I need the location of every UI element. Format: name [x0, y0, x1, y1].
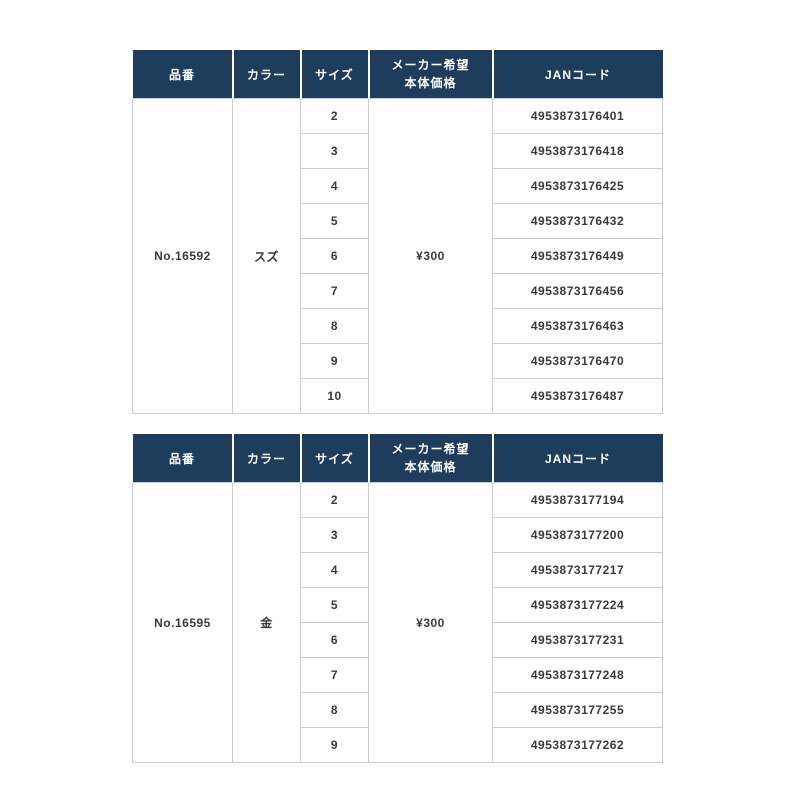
size-cell: 2 — [300, 98, 369, 134]
header-color: カラー — [231, 434, 301, 483]
jan-code-cell: 4953873176401 — [492, 98, 663, 134]
table-row: 6 4953873176449 — [133, 238, 663, 274]
jan-code-cell: 4953873177255 — [492, 692, 663, 728]
jan-code-cell: 4953873176418 — [492, 133, 663, 169]
price-cell: ¥300 — [368, 98, 493, 414]
jan-code-cell: 4953873177262 — [492, 727, 663, 763]
size-cell: 7 — [300, 273, 369, 309]
product-number-cell: No.16595 — [132, 482, 233, 763]
jan-code-cell: 4953873177217 — [492, 552, 663, 588]
header-msrp: メーカー希望 本体価格 — [367, 50, 493, 99]
table-row: 3 4953873177200 — [133, 517, 663, 553]
table-row: No.16595 金 2 ¥300 4953873177194 — [132, 482, 663, 763]
table-row: 3 4953873176418 — [133, 133, 663, 169]
product-table-no16592: 品番 カラー サイズ メーカー希望 本体価格 JANコード No.16592 スズ… — [132, 50, 663, 414]
size-cell: 5 — [300, 203, 369, 239]
product-spec-tables: 品番 カラー サイズ メーカー希望 本体価格 JANコード No.16592 スズ… — [132, 50, 663, 763]
product-table-no16595: 品番 カラー サイズ メーカー希望 本体価格 JANコード No.16595 金 2… — [132, 434, 663, 763]
jan-code-cell: 4953873176463 — [492, 308, 663, 344]
jan-code-cell: 4953873177248 — [492, 657, 663, 693]
table-row: 7 4953873176456 — [133, 273, 663, 309]
header-msrp-line1: メーカー希望 — [391, 442, 470, 456]
header-product-number: 品番 — [132, 434, 233, 483]
header-msrp-line1: メーカー希望 — [391, 58, 470, 72]
size-cell: 7 — [300, 657, 369, 693]
table-row: 7 4953873177248 — [133, 657, 663, 693]
size-cell: 3 — [300, 517, 369, 553]
size-cell: 9 — [300, 727, 369, 763]
size-cell: 2 — [300, 482, 369, 518]
size-cell: 3 — [300, 133, 369, 169]
header-jan-code: JANコード — [491, 434, 663, 483]
header-row: 品番 カラー サイズ メーカー希望 本体価格 JANコード — [132, 50, 663, 99]
jan-code-cell: 4953873177200 — [492, 517, 663, 553]
size-cell: 4 — [300, 552, 369, 588]
table-row: 5 4953873177224 — [133, 587, 663, 623]
table-row: 4 4953873177217 — [133, 552, 663, 588]
size-cell: 6 — [300, 238, 369, 274]
header-size: サイズ — [299, 434, 369, 483]
size-cell: 9 — [300, 343, 369, 379]
header-size: サイズ — [299, 50, 369, 99]
jan-code-cell: 4953873176432 — [492, 203, 663, 239]
product-number-cell: No.16592 — [132, 98, 233, 414]
jan-code-cell: 4953873177224 — [492, 587, 663, 623]
jan-code-cell: 4953873177231 — [492, 622, 663, 658]
size-cell: 8 — [300, 308, 369, 344]
size-cell: 4 — [300, 168, 369, 204]
size-cell: 5 — [300, 587, 369, 623]
price-cell: ¥300 — [368, 482, 493, 763]
jan-code-cell: 4953873176449 — [492, 238, 663, 274]
jan-code-cell: 4953873176456 — [492, 273, 663, 309]
jan-code-cell: 4953873176487 — [492, 378, 663, 414]
jan-code-cell: 4953873176425 — [492, 168, 663, 204]
header-msrp: メーカー希望 本体価格 — [367, 434, 493, 483]
size-cell: 10 — [300, 378, 369, 414]
header-row: 品番 カラー サイズ メーカー希望 本体価格 JANコード — [132, 434, 663, 483]
table-row: 6 4953873177231 — [133, 622, 663, 658]
table-row: 9 4953873177262 — [133, 727, 663, 763]
header-jan-code: JANコード — [491, 50, 663, 99]
table-row: No.16592 スズ 2 ¥300 4953873176401 — [132, 98, 663, 414]
header-color: カラー — [231, 50, 301, 99]
table-row: 4 4953873176425 — [133, 168, 663, 204]
table-row: 10 4953873176487 — [133, 378, 663, 414]
size-cell: 6 — [300, 622, 369, 658]
size-cell: 8 — [300, 692, 369, 728]
color-cell: スズ — [232, 98, 301, 414]
table-row: 8 4953873177255 — [133, 692, 663, 728]
header-msrp-line2: 本体価格 — [404, 76, 457, 90]
jan-code-cell: 4953873176470 — [492, 343, 663, 379]
jan-code-cell: 4953873177194 — [492, 482, 663, 518]
table-row: 9 4953873176470 — [133, 343, 663, 379]
header-product-number: 品番 — [132, 50, 233, 99]
color-cell: 金 — [232, 482, 301, 763]
header-msrp-line2: 本体価格 — [404, 460, 457, 474]
